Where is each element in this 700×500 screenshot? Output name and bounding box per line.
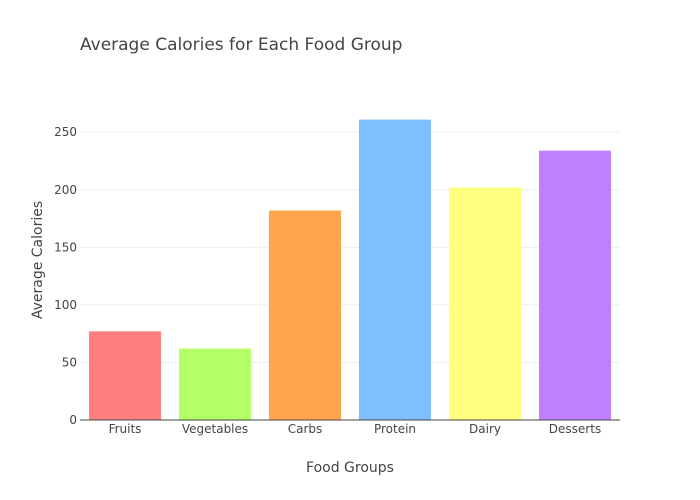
bar-fruits[interactable] — [89, 331, 161, 420]
y-axis-title: Average Calories — [30, 201, 46, 319]
x-tick-label: Desserts — [549, 422, 601, 436]
x-tick-label: Carbs — [288, 422, 323, 436]
bar-dairy[interactable] — [449, 187, 521, 420]
bars — [89, 119, 611, 421]
y-tick-label: 0 — [69, 413, 77, 427]
bar-carbs[interactable] — [269, 210, 341, 420]
x-tick-label: Fruits — [109, 422, 142, 436]
y-tick-label: 200 — [54, 183, 77, 197]
bar-protein[interactable] — [359, 119, 431, 420]
x-tick-label: Vegetables — [182, 422, 248, 436]
y-tick-label: 250 — [54, 125, 77, 139]
y-tick-label: 50 — [62, 355, 77, 369]
bar-vegetables[interactable] — [179, 348, 251, 420]
bar-desserts[interactable] — [539, 150, 611, 421]
x-axis-title: Food Groups — [306, 460, 394, 476]
y-tick-label: 150 — [54, 240, 77, 254]
tick-labels: 0 50 100 150 200 250 Fruits Vegetables Carbs Prot… — [54, 125, 601, 436]
y-tick-label: 100 — [54, 298, 77, 312]
chart-title: Average Calories for Each Food Group — [80, 35, 402, 55]
gridlines — [80, 131, 620, 363]
x-tick-label: Protein — [374, 422, 416, 436]
x-tick-label: Dairy — [469, 422, 501, 436]
